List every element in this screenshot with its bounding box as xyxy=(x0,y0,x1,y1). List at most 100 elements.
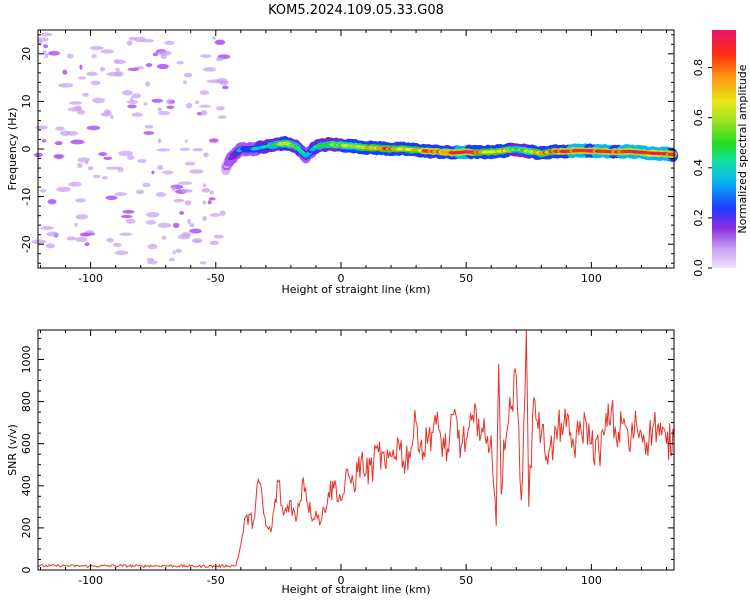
noise-blob xyxy=(184,200,192,206)
spectrogram-y-tick-label: 0 xyxy=(20,146,33,153)
noise-blob xyxy=(87,165,94,171)
noise-blob xyxy=(219,210,226,216)
noise-blob xyxy=(176,60,184,65)
noise-blob xyxy=(146,211,160,218)
noise-blob xyxy=(85,230,94,234)
snr-plot-area xyxy=(38,330,674,570)
noise-blob xyxy=(187,218,192,225)
noise-blob xyxy=(79,64,83,70)
colorbar: 0.0 0.2 0.4 0.6 0.8 Normalized spectral ampl… xyxy=(692,30,749,277)
noise-blob xyxy=(42,50,47,54)
noise-blob xyxy=(114,250,129,256)
spectrogram-x-ticks: -100 -50 0 50 100 xyxy=(40,30,667,285)
spectrogram-y-ticks: -20 -10 0 10 20 xyxy=(20,34,674,264)
noise-blob xyxy=(77,162,83,168)
noise-blob xyxy=(171,186,177,192)
noise-blob xyxy=(100,49,114,54)
noise-blob xyxy=(203,183,207,188)
noise-blob xyxy=(86,125,101,131)
noise-blob xyxy=(173,198,185,203)
noise-blob xyxy=(90,80,101,86)
snr-y-ticks: 0 200 400 600 800 1000 xyxy=(20,337,674,574)
noise-blob xyxy=(91,54,97,59)
noise-blob xyxy=(146,257,155,262)
noise-blob xyxy=(203,152,209,158)
noise-blob xyxy=(143,131,155,135)
noise-blob xyxy=(209,213,221,217)
noise-blob xyxy=(40,226,54,230)
snr-y-tick-label: 0 xyxy=(20,567,33,574)
noise-blob xyxy=(39,32,53,37)
noise-blob xyxy=(164,40,175,45)
snr-x-ticks: -100 -50 0 50 100 xyxy=(40,330,667,587)
spectrogram-y-tick-label: 10 xyxy=(20,94,33,108)
noise-blob xyxy=(202,67,217,72)
colorbar-label: Normalized spectral amplitude xyxy=(736,64,749,233)
noise-blob xyxy=(66,53,74,59)
snr-x-tick-label: -100 xyxy=(78,574,103,587)
noise-blob xyxy=(55,126,65,131)
noise-blob xyxy=(213,234,224,239)
snr-series-line xyxy=(37,329,675,569)
chart-title: KOM5.2024.109.05.33.G08 xyxy=(268,3,444,18)
snr-y-tick-label: 400 xyxy=(20,475,33,496)
noise-blob xyxy=(207,200,212,205)
noise-blob xyxy=(216,106,225,111)
noise-blob xyxy=(56,186,71,193)
noise-blob xyxy=(70,139,85,145)
noise-blob xyxy=(76,109,86,115)
noise-blob xyxy=(58,82,74,88)
spectrogram-x-tick-label: 100 xyxy=(581,272,602,285)
snr-y-tick-label: 800 xyxy=(20,391,33,412)
noise-blob xyxy=(172,222,180,229)
noise-blob xyxy=(189,223,195,228)
noise-blob xyxy=(120,214,133,219)
noise-blob xyxy=(217,115,227,119)
noise-blob xyxy=(43,44,49,49)
noise-blob xyxy=(114,71,124,77)
noise-blob xyxy=(185,102,193,109)
spectrogram-y-tick-label: -20 xyxy=(20,235,33,253)
colorbar-tick-label: 0.6 xyxy=(692,109,705,127)
colorbar-tick-label: 0.8 xyxy=(692,59,705,77)
noise-blob xyxy=(127,67,140,72)
noise-blob xyxy=(179,147,191,152)
noise-blob xyxy=(162,170,174,175)
noise-blob xyxy=(144,124,154,129)
noise-blob xyxy=(62,69,68,75)
spectrogram-y-tick-label: -10 xyxy=(20,188,33,206)
noise-blob xyxy=(199,54,212,58)
noise-blob xyxy=(86,71,98,77)
noise-blob xyxy=(127,104,137,109)
noise-blob xyxy=(156,148,171,152)
noise-blob xyxy=(125,218,136,224)
noise-blob xyxy=(151,170,155,175)
noise-blob xyxy=(106,166,121,170)
noise-blob xyxy=(85,160,89,165)
noise-blob xyxy=(112,242,122,247)
snr-panel: -100 -50 0 50 100 0 200 400 600 800 1000 Height o… xyxy=(6,329,675,596)
noise-blob xyxy=(122,209,135,214)
noise-blob xyxy=(198,104,212,108)
noise-blob xyxy=(103,156,113,160)
noise-blob xyxy=(53,154,64,159)
colorbar-tick-label: 0.4 xyxy=(692,159,705,177)
noise-blob xyxy=(47,199,57,205)
noise-blob xyxy=(137,159,147,163)
spectrogram-y-axis-label: Frequency (Hz) xyxy=(6,108,19,191)
noise-blob xyxy=(126,40,133,46)
noise-blob xyxy=(192,147,204,152)
snr-x-tick-label: 0 xyxy=(337,574,344,587)
noise-blob xyxy=(168,257,175,262)
colorbar-ticks: 0.0 0.2 0.4 0.6 0.8 xyxy=(692,59,712,277)
snr-x-tick-label: -50 xyxy=(207,574,225,587)
noise-blob xyxy=(206,79,221,84)
noise-blob xyxy=(54,141,63,146)
noise-blob xyxy=(127,155,135,160)
noise-blob xyxy=(157,222,172,228)
colorbar-gradient xyxy=(712,30,736,268)
noise-blob xyxy=(160,53,167,59)
noise-blob xyxy=(184,161,196,166)
spectrogram-y-tick-label: 20 xyxy=(20,47,33,61)
noise-blob xyxy=(44,53,49,59)
